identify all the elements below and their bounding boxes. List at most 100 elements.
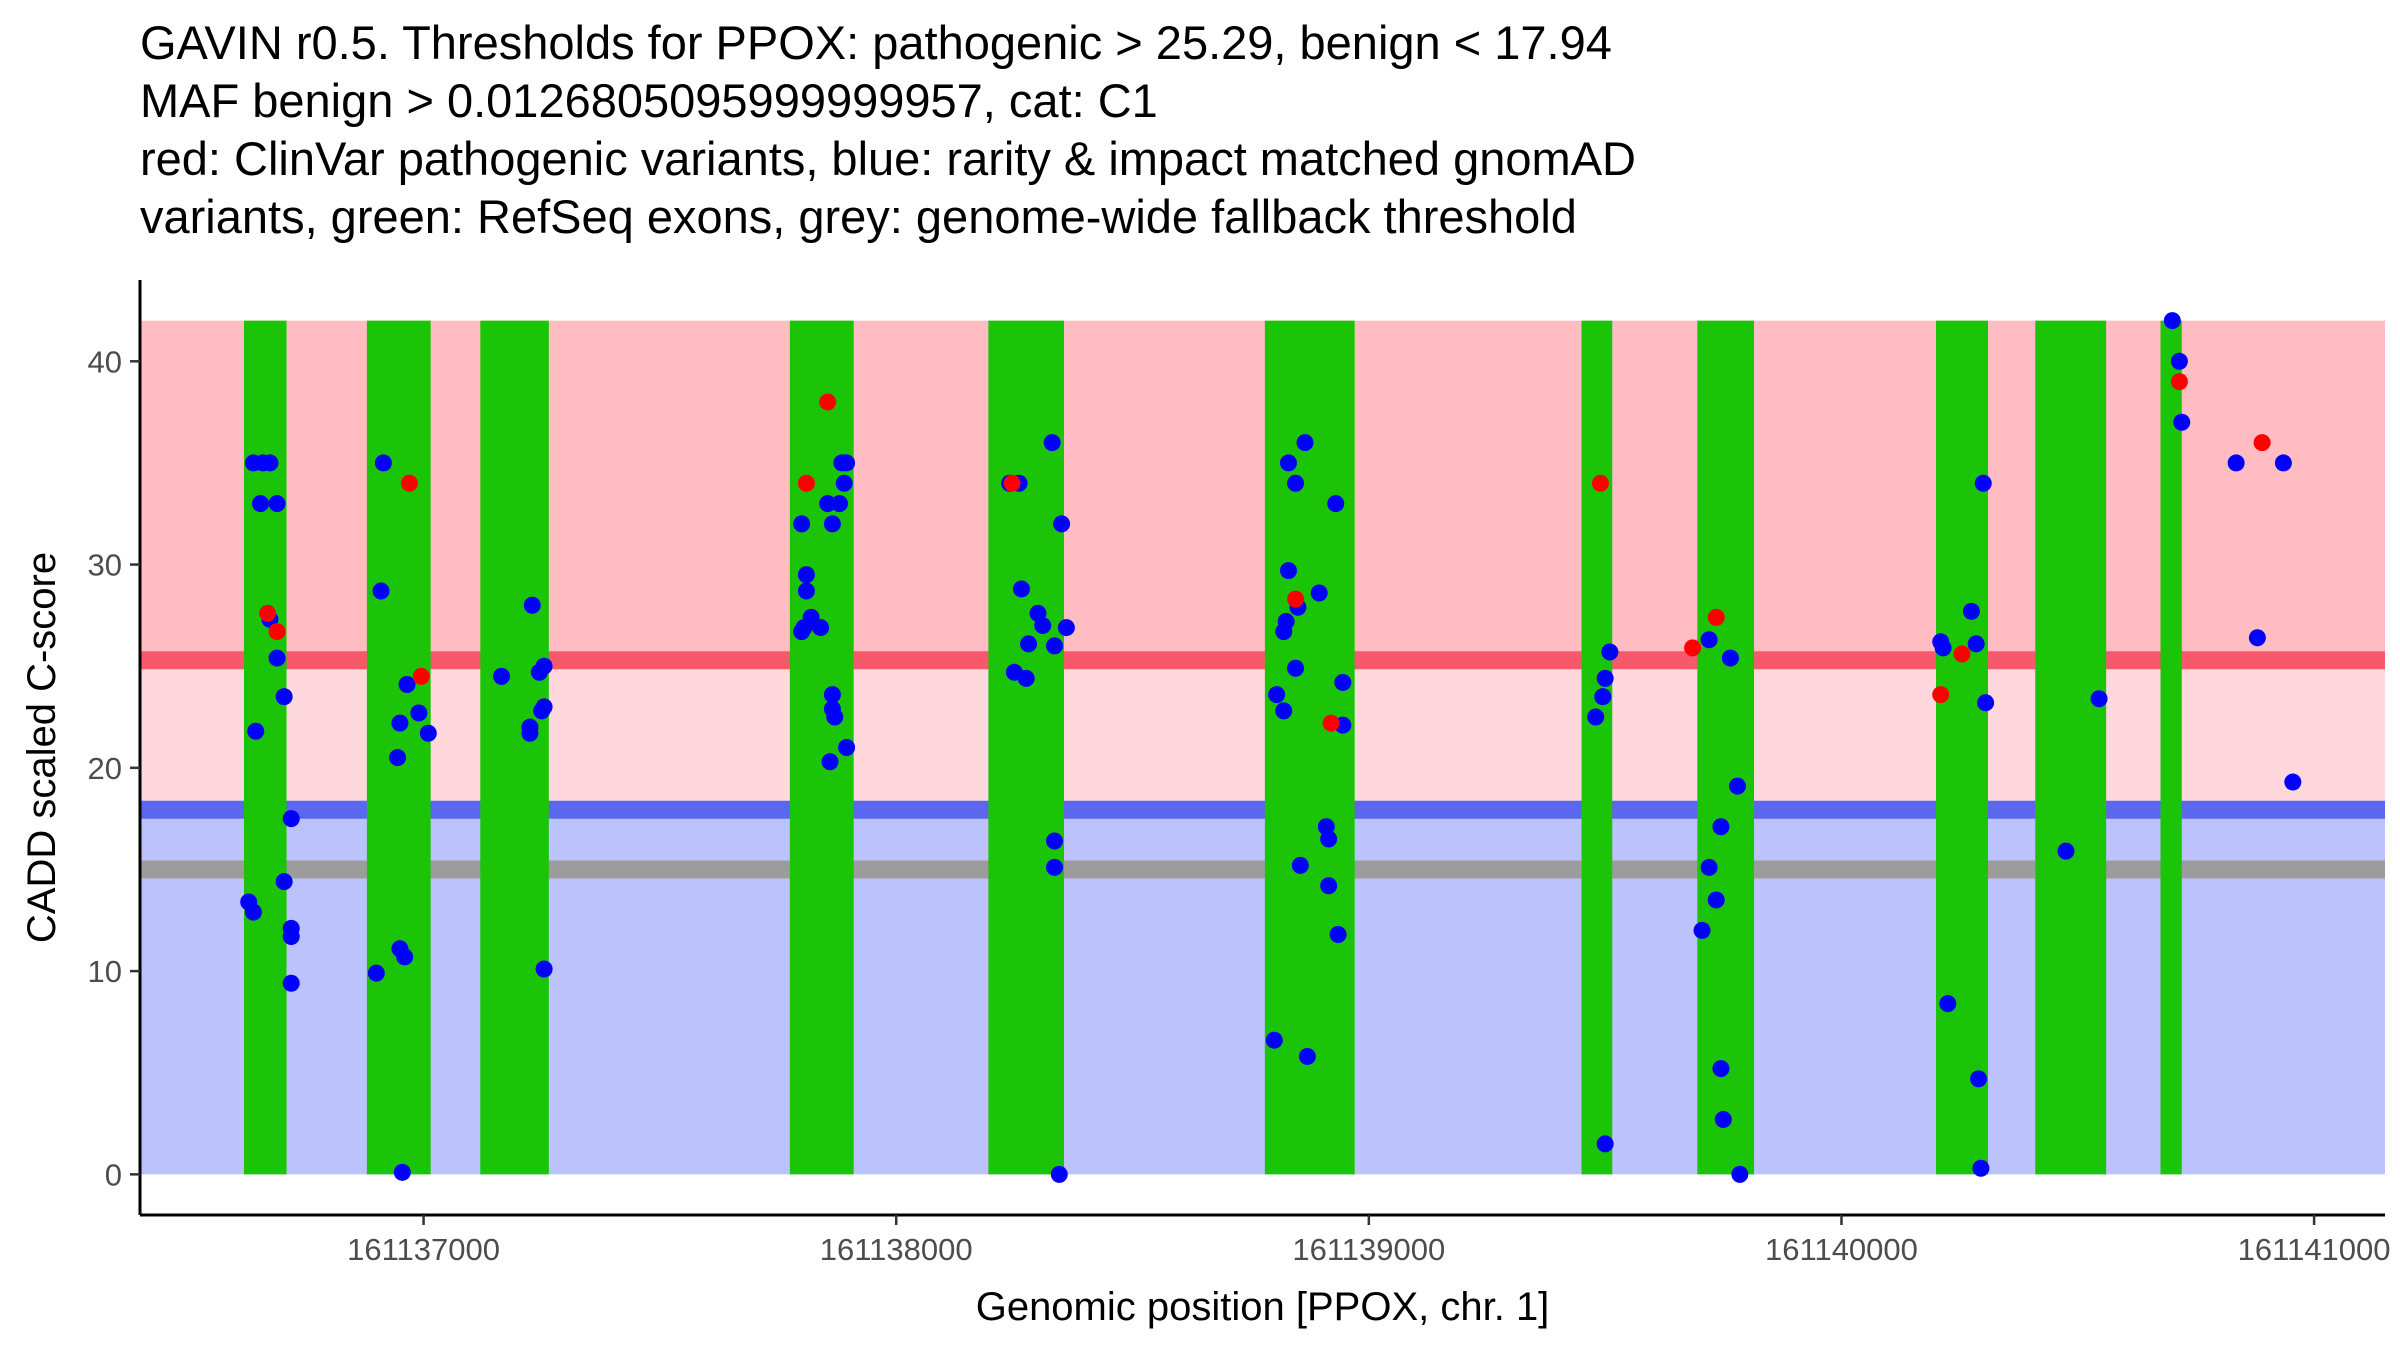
- gnomad-point: [797, 566, 815, 584]
- gnomad-point: [1291, 856, 1309, 874]
- clinvar-point: [2253, 434, 2271, 452]
- x-tick-label: 161139000: [1292, 1232, 1445, 1267]
- clinvar-point: [1322, 714, 1340, 732]
- gnomad-point: [1057, 619, 1075, 637]
- gnomad-point: [2163, 312, 2181, 330]
- gnomad-point: [535, 960, 553, 978]
- gnomad-point: [838, 454, 856, 472]
- gnomad-point: [1712, 1060, 1730, 1078]
- gnomad-point: [1265, 1031, 1283, 1049]
- gnomad-point: [1970, 1070, 1988, 1088]
- gnomad-point: [1707, 891, 1725, 909]
- gnomad-point: [1967, 635, 1985, 653]
- gnomad-point: [1287, 659, 1305, 677]
- clinvar-point: [819, 393, 837, 411]
- gnomad-point: [530, 663, 548, 681]
- gnomad-point: [374, 454, 392, 472]
- gnomad-point: [838, 739, 856, 756]
- gnomad-point: [1728, 777, 1746, 795]
- chart-title-block: GAVIN r0.5. Thresholds for PPOX: pathoge…: [140, 14, 1636, 246]
- y-tick-label: 20: [88, 751, 122, 786]
- exon-9: [1936, 320, 1988, 1175]
- gnomad-point: [282, 928, 300, 946]
- gnomad-point: [268, 649, 286, 667]
- gnomad-point: [1046, 637, 1064, 655]
- gnomad-point: [819, 495, 837, 513]
- gnomad-point: [1043, 434, 1061, 452]
- x-tick-label: 161141000: [2238, 1232, 2391, 1267]
- gnomad-point: [1279, 454, 1297, 472]
- gnomad-point: [1334, 673, 1352, 691]
- clinvar-point: [1707, 608, 1725, 626]
- exon-2: [366, 320, 431, 1175]
- gnomad-point: [821, 753, 839, 771]
- gnomad-point: [795, 619, 813, 637]
- clinvar-point: [1953, 645, 1971, 663]
- clinvar-point: [1287, 590, 1305, 608]
- gnomad-point: [1046, 832, 1064, 850]
- exon-regions: [243, 320, 2182, 1175]
- gnomad-point: [1700, 631, 1718, 649]
- exon-6: [1264, 320, 1355, 1175]
- gnomad-point: [1275, 702, 1293, 720]
- clinvar-point: [1684, 639, 1702, 657]
- exon-5: [988, 320, 1064, 1175]
- gnomad-point: [1020, 635, 1038, 653]
- gnomad-point: [261, 454, 279, 472]
- exon-11: [2160, 320, 2182, 1175]
- gnomad-point: [244, 903, 262, 921]
- clinvar-point: [2170, 373, 2188, 391]
- gnomad-point: [1721, 649, 1739, 667]
- clinvar-point: [412, 667, 430, 685]
- gnomad-point: [826, 708, 844, 726]
- gnomad-point: [1594, 688, 1612, 706]
- gnomad-point: [1320, 877, 1338, 895]
- gnomad-point: [1934, 639, 1952, 657]
- gnomad-point: [275, 688, 293, 706]
- gnomad-point: [275, 873, 293, 891]
- gnomad-point: [830, 495, 848, 513]
- gnomad-point: [1939, 995, 1957, 1013]
- exon-10: [2035, 320, 2107, 1175]
- clinvar-point: [259, 604, 277, 622]
- gnomad-point: [1298, 1047, 1316, 1065]
- gnomad-point: [2090, 690, 2108, 708]
- gnomad-point: [1046, 858, 1064, 876]
- exon-7: [1581, 320, 1613, 1175]
- gnomad-point: [2227, 454, 2245, 472]
- gnomad-point: [1275, 623, 1293, 641]
- gnomad-point: [1320, 830, 1338, 848]
- clinvar-point: [797, 474, 815, 492]
- x-tick-label: 161140000: [1765, 1232, 1918, 1267]
- gnomad-point: [1268, 686, 1286, 704]
- gnomad-point: [282, 974, 300, 992]
- gnomad-point: [1731, 1165, 1749, 1183]
- gnomad-point: [252, 495, 270, 513]
- y-tick-label: 10: [88, 954, 122, 989]
- gnomad-point: [1310, 584, 1328, 602]
- gnomad-point: [1587, 708, 1605, 726]
- clinvar-point: [1932, 686, 1950, 704]
- gnomad-point: [1693, 921, 1711, 939]
- chart-title-line: GAVIN r0.5. Thresholds for PPOX: pathoge…: [140, 16, 1612, 69]
- gnomad-point: [2170, 352, 2188, 370]
- clinvar-point: [400, 474, 418, 492]
- gnomad-point: [398, 675, 416, 693]
- gnomad-point: [1050, 1165, 1068, 1183]
- gnomad-point: [523, 596, 541, 614]
- gnomad-point: [1974, 474, 1992, 492]
- gnomad-point: [247, 722, 265, 740]
- gnomad-point: [268, 495, 286, 513]
- gnomad-point: [372, 582, 390, 600]
- x-axis-title: Genomic position [PPOX, chr. 1]: [976, 1285, 1550, 1329]
- gnomad-point: [367, 964, 385, 982]
- gnomad-point: [1601, 643, 1619, 661]
- exon-3: [480, 320, 549, 1175]
- gnomad-point: [391, 714, 409, 732]
- gnomad-point: [823, 686, 841, 704]
- y-tick-label: 30: [88, 548, 122, 583]
- gnomad-point: [282, 810, 300, 828]
- gnomad-point: [535, 698, 553, 716]
- gnomad-point: [1700, 858, 1718, 876]
